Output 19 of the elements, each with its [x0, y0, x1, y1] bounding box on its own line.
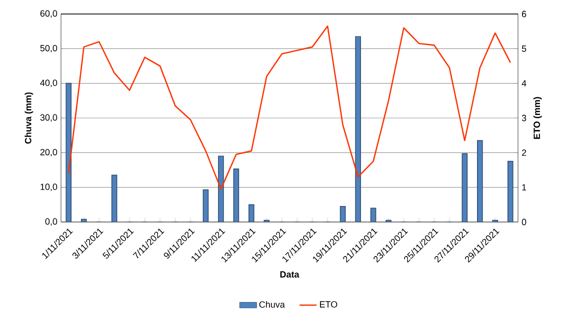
y-tick-label: 20,0: [40, 148, 58, 156]
y2-axis-title: ETO (mm): [533, 97, 542, 139]
y-axis-title: Chuva (mm): [24, 92, 34, 144]
y2-tick-label: 3: [522, 114, 526, 122]
legend-label: Chuva: [259, 301, 285, 308]
y2-tick-label: 1: [522, 184, 526, 190]
legend-label: ETO: [320, 301, 338, 308]
y2-tick-label: 4: [522, 80, 526, 86]
y-tick-label: 50,0: [40, 44, 58, 52]
y2-tick-label: 6: [522, 10, 526, 18]
x-axis-title: Data: [280, 271, 300, 278]
y2-tick-label: 2: [522, 150, 526, 156]
y-tick-label: 40,0: [40, 80, 58, 88]
y2-tick-label: 5: [522, 46, 526, 52]
y-tick-label: 60,0: [40, 10, 58, 18]
y-tick-label: 30,0: [40, 114, 58, 122]
y2-tick-label: 0: [522, 218, 526, 226]
y-tick-label: 0,0: [45, 218, 58, 226]
y-tick-label: 10,0: [40, 184, 58, 192]
